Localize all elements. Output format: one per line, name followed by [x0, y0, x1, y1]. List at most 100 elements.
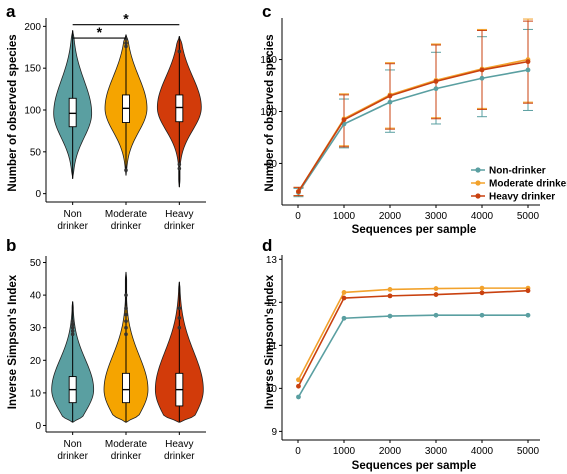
panel-d-point-non — [479, 312, 485, 318]
panel-a-outlier-moderate — [124, 44, 128, 49]
panel-a-outlier-moderate — [124, 41, 128, 45]
panel-a-y-tick-label: 200 — [24, 22, 41, 33]
panel-d-x-tick-label: 5000 — [517, 446, 540, 457]
panel-d-x-tick-label: 0 — [295, 446, 301, 457]
panel-d-point-heavy — [479, 290, 485, 296]
panel-c-point-heavy — [525, 59, 531, 65]
panel-c-series-line-heavy — [297, 60, 529, 192]
panel-d-point-heavy — [433, 292, 439, 297]
panel-d-point-moderate — [296, 377, 301, 383]
panel-c-point-heavy — [341, 117, 347, 123]
legend-label-moderate-drinker: Moderate drinker — [489, 179, 567, 190]
panel-c-xlabel: Sequences per sample — [352, 224, 477, 236]
panel-b-outlier-moderate — [124, 332, 128, 337]
legend-item-heavy-drinker: Heavy drinker — [471, 192, 555, 203]
panel-d-series-line-moderate — [297, 287, 528, 381]
panel-d-line-plot: 9 10 11 12 13 0 1000 2000 3000 4000 5000 — [266, 255, 540, 457]
panel-c-y-tick-label: 100 — [260, 107, 277, 118]
panel-label-d: d — [262, 236, 272, 255]
panel-a-category-label: Moderate — [105, 209, 148, 220]
panel-a-y-tick-label: 0 — [35, 189, 41, 200]
panel-a-box-non — [68, 97, 77, 128]
panel-b-category-label: drinker — [57, 451, 88, 462]
panel-c-series-line-non — [297, 69, 529, 193]
panel-a-significance-label: * — [123, 11, 129, 27]
legend-dot-moderate-drinker — [475, 180, 481, 186]
panel-b-outlier-heavy — [177, 316, 182, 320]
panel-d-point-non — [387, 313, 393, 319]
panel-c-line-plot: 50 100 150 0 1000 2000 3000 4000 5000 — [260, 18, 540, 222]
panel-c-x-tick-label: 1000 — [333, 211, 356, 222]
panel-a-box-heavy — [175, 94, 184, 123]
panel-label-a: a — [6, 2, 16, 21]
panel-d-point-heavy — [387, 293, 393, 299]
panel-d-series-line-non — [297, 314, 528, 398]
panel-c-ylabel: Number of observed species — [264, 34, 276, 191]
legend-dot-non-drinker — [475, 167, 481, 173]
panel-c-point-non — [387, 99, 393, 105]
panel-a-outlier-moderate — [124, 168, 128, 173]
panel-d-ylabel: Inverse Simpson's Index — [264, 274, 276, 409]
panel-c-x-tick-label: 2000 — [379, 211, 402, 222]
panel-c-point-heavy — [433, 78, 439, 84]
panel-a-category-label: drinker — [164, 221, 195, 232]
panel-a-y-tick-label: 150 — [24, 64, 41, 75]
legend-label-heavy-drinker: Heavy drinker — [489, 192, 555, 203]
panel-b-outlier-moderate — [124, 293, 128, 297]
panel-c-x-tick-label: 5000 — [517, 211, 540, 222]
legend-item-moderate-drinker: Moderate drinker — [471, 179, 567, 190]
panel-d-y-tick-label: 12 — [266, 298, 278, 309]
legend-label-non-drinker: Non-drinker — [489, 166, 546, 177]
panel-d-x-tick-label: 3000 — [425, 446, 448, 457]
panel-a-y-tick-label: 100 — [24, 106, 41, 117]
panel-b-category-label: drinker — [164, 451, 195, 462]
panel-label-b: b — [6, 236, 16, 255]
panel-b-outlier-heavy — [177, 306, 182, 310]
panel-d-x-tick-label: 4000 — [471, 446, 494, 457]
panel-c-y-tick-label: 50 — [266, 159, 278, 170]
panel-label-c: c — [262, 2, 271, 21]
panel-d-x-tick-label: 2000 — [379, 446, 402, 457]
panel-b-y-tick-label: 40 — [30, 291, 42, 302]
panel-d-point-non — [296, 394, 301, 400]
panel-b-category-label: Moderate — [105, 439, 148, 450]
panel-b-category-label: Heavy — [165, 439, 193, 450]
panel-d-point-non — [433, 312, 439, 318]
panel-b-box-moderate — [122, 372, 130, 404]
panel-d-point-heavy — [341, 295, 347, 301]
panel-b-outlier-non — [70, 322, 75, 327]
panel-b-outlier-moderate — [124, 319, 128, 323]
panel-d-point-non — [341, 315, 347, 321]
panel-b-y-tick-label: 30 — [30, 323, 42, 334]
panel-b-outlier-moderate — [124, 325, 128, 330]
panel-b-outlier-moderate — [124, 312, 128, 317]
panel-a-outlier-heavy — [177, 162, 182, 167]
panel-d-y-tick-label: 11 — [267, 341, 278, 352]
panel-b-ylabel: Inverse Simpson's Index — [7, 274, 19, 409]
panel-a-y-tick-label: 50 — [30, 147, 42, 158]
panel-b-category-label: Non — [63, 439, 81, 450]
panel-a-outlier-heavy — [177, 166, 182, 171]
panel-c-x-tick-label: 3000 — [425, 211, 448, 222]
panel-d-y-tick-label: 13 — [266, 255, 278, 266]
panel-a-category-label: Heavy — [165, 209, 193, 220]
panel-a-category-label: Non — [63, 209, 81, 220]
panel-c-legend: Non-drinker Moderate drinker Heavy drink… — [471, 166, 567, 203]
panel-d-point-heavy — [525, 288, 531, 294]
panel-b-y-tick-label: 20 — [30, 356, 42, 367]
panel-d-point-heavy — [296, 383, 301, 389]
panel-d-y-tick-label: 10 — [266, 384, 278, 395]
panel-b-outlier-non — [70, 319, 75, 323]
panel-d-x-tick-label: 1000 — [333, 446, 356, 457]
panel-d-point-non — [525, 312, 531, 318]
panel-b-outlier-non — [70, 329, 75, 333]
panel-d-xlabel: Sequences per sample — [352, 460, 477, 472]
panel-d-series-line-heavy — [297, 289, 529, 387]
panel-d-point-moderate — [341, 290, 347, 295]
panel-a-ylabel: Number of observed species — [7, 34, 19, 191]
panel-b-outlier-non — [70, 332, 75, 337]
panel-a-category-label: drinker — [111, 221, 142, 232]
panel-b-y-tick-label: 50 — [30, 258, 42, 269]
panel-a-outlier-heavy — [177, 49, 182, 54]
